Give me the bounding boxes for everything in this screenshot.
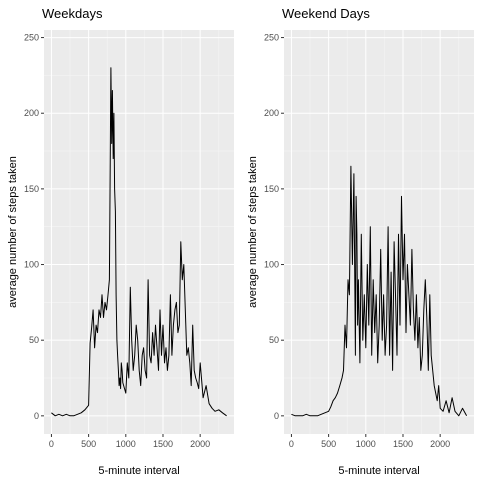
weekdays-y-tick-label: 200 — [24, 108, 39, 118]
weekend-days-panel: 0 500 1000 1500 2000 0 50 100 150 200 250 Weekend D… — [247, 6, 474, 477]
weekend-days-y-tick-label: 100 — [264, 260, 279, 270]
weekdays-title: Weekdays — [42, 6, 103, 21]
weekdays-y-tick-label: 50 — [29, 335, 39, 345]
weekend-days-y-tick-label: 200 — [264, 108, 279, 118]
weekdays-x-tick-label: 500 — [81, 439, 96, 449]
weekend-days-title: Weekend Days — [282, 6, 370, 21]
weekend-days-y-axis-title: average number of steps taken — [247, 156, 259, 308]
weekdays-x-axis-title: 5-minute interval — [98, 465, 179, 477]
weekend-days-y-tick-label: 50 — [269, 335, 279, 345]
weekend-days-series-line — [291, 165, 468, 417]
weekend-days-x-tick-label: 1500 — [393, 439, 413, 449]
weekend-days-x-tick-label: 0 — [289, 439, 294, 449]
weekdays-x-tick-label: 1000 — [116, 439, 136, 449]
weekdays-x-tick-label: 1500 — [153, 439, 173, 449]
weekdays-series-line — [51, 67, 227, 417]
weekend-days-x-tick-label: 2000 — [430, 439, 450, 449]
weekend-days-plot-background — [284, 30, 474, 434]
weekend-days-x-axis-title: 5-minute interval — [338, 465, 419, 477]
weekdays-y-tick-label: 100 — [24, 260, 39, 270]
weekend-days-x-tick-label: 1000 — [356, 439, 376, 449]
weekdays-y-tick-label: 0 — [34, 411, 39, 421]
weekdays-x-tick-label: 0 — [49, 439, 54, 449]
weekdays-panel: 0 500 1000 1500 2000 0 50 100 150 200 250 Weekdays 5… — [7, 6, 234, 477]
weekdays-y-axis-title: average number of steps taken — [7, 156, 19, 308]
weekdays-x-tick-label: 2000 — [190, 439, 210, 449]
weekend-days-y-tick-label: 250 — [264, 33, 279, 43]
weekdays-y-tick-label: 250 — [24, 33, 39, 43]
weekdays-y-tick-label: 150 — [24, 184, 39, 194]
weekend-days-y-tick-label: 150 — [264, 184, 279, 194]
weekend-days-x-tick-label: 500 — [321, 439, 336, 449]
weekend-days-y-tick-label: 0 — [274, 411, 279, 421]
